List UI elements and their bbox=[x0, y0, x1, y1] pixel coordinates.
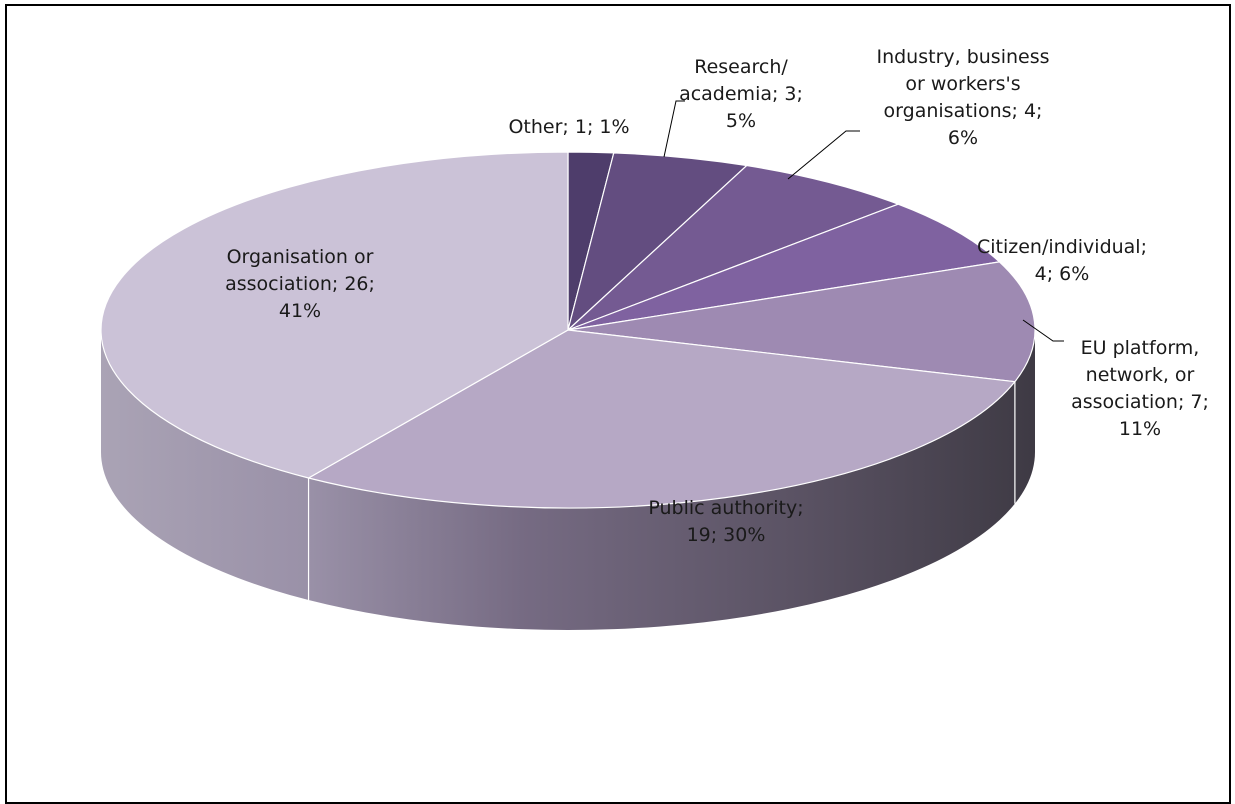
data-label-line: 19; 30% bbox=[687, 524, 766, 546]
data-label-line: 41% bbox=[279, 300, 321, 322]
pie-chart: Other; 1; 1% Research/academia; 3; 5% Indus… bbox=[100, 46, 1209, 630]
pie-side-wall bbox=[101, 330, 1035, 630]
leader-line-2 bbox=[787, 130, 860, 180]
data-label-line: association; 7; bbox=[1071, 391, 1209, 413]
data-label-line: 4; 6% bbox=[1035, 263, 1090, 285]
data-label-line: academia; 3; bbox=[679, 83, 803, 105]
data-label-line: Organisation or bbox=[227, 246, 374, 268]
data-label-line: organisations; 4; bbox=[884, 100, 1043, 122]
leader-line-3 bbox=[1022, 319, 1064, 342]
data-label-3: Industry, business or workers's organisati… bbox=[876, 46, 1049, 149]
data-label-6: Public authority; 19; 30% bbox=[648, 497, 803, 546]
data-label-line: Other; 1; 1% bbox=[508, 116, 629, 138]
leader-line-1 bbox=[663, 100, 685, 158]
data-label-line: association; 26; bbox=[225, 273, 375, 295]
data-label-line: 11% bbox=[1119, 418, 1161, 440]
pie-slice-6 bbox=[307, 329, 1016, 509]
pie-slice-3 bbox=[567, 164, 899, 331]
pie-slice-5 bbox=[567, 261, 1036, 383]
data-label-line: Research/ bbox=[694, 56, 788, 78]
data-label-line: Citizen/individual; bbox=[977, 236, 1147, 258]
pie-slice-4 bbox=[567, 203, 1001, 331]
data-label-line: 5% bbox=[726, 110, 756, 132]
data-label-line: Industry, business bbox=[876, 46, 1049, 68]
pie-slice-7 bbox=[100, 151, 569, 479]
data-label-7: Organisation or association; 26; 41% bbox=[225, 246, 375, 322]
data-label-line: or workers's bbox=[905, 73, 1020, 95]
data-label-5: EU platform, network, or association; 7; 11… bbox=[1071, 337, 1209, 440]
data-label-2: Research/academia; 3; 5% bbox=[679, 56, 803, 132]
data-label-line: 6% bbox=[948, 127, 978, 149]
data-label-line: EU platform, bbox=[1081, 337, 1200, 359]
data-label-line: Public authority; bbox=[648, 497, 803, 519]
data-label-4: Citizen/individual; 4; 6% bbox=[977, 236, 1147, 285]
data-label-line: network, or bbox=[1086, 364, 1195, 386]
data-label-1: Other; 1; 1% bbox=[508, 116, 629, 138]
